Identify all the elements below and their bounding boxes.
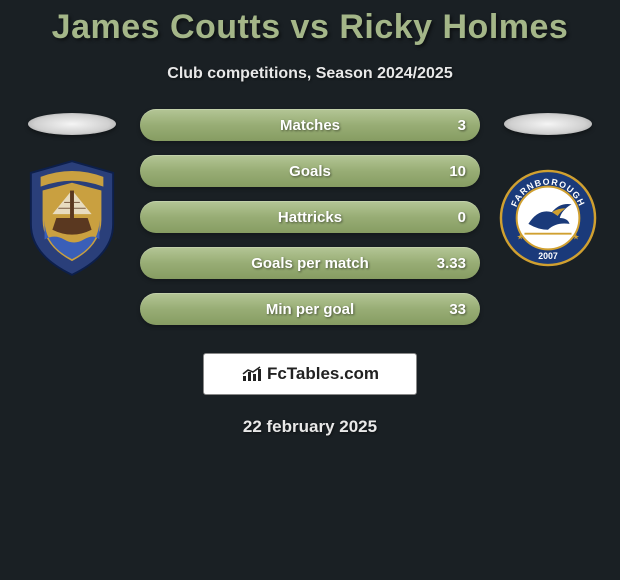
stat-hattricks-value: 0 bbox=[458, 209, 466, 226]
stat-mpg-value: 33 bbox=[449, 301, 466, 318]
stat-matches: Matches 3 bbox=[140, 109, 480, 141]
farnborough-badge-icon: FARNBOROUGH 2007 ★ ★ bbox=[499, 159, 597, 277]
stat-goals-value: 10 bbox=[449, 163, 466, 180]
stats-column: Matches 3 Goals 10 Hattricks 0 Goals per… bbox=[140, 109, 480, 325]
stat-hattricks-label: Hattricks bbox=[140, 209, 480, 226]
date-label: 22 february 2025 bbox=[0, 417, 620, 437]
stat-matches-label: Matches bbox=[140, 117, 480, 134]
svg-text:★: ★ bbox=[517, 233, 524, 242]
left-player-oval bbox=[28, 113, 116, 135]
svg-text:★: ★ bbox=[572, 233, 579, 242]
chart-icon bbox=[241, 365, 263, 383]
stat-gpm-value: 3.33 bbox=[437, 255, 466, 272]
subtitle: Club competitions, Season 2024/2025 bbox=[0, 65, 620, 83]
stat-gpm-label: Goals per match bbox=[140, 255, 480, 272]
svg-text:2007: 2007 bbox=[538, 251, 558, 261]
stat-min-per-goal: Min per goal 33 bbox=[140, 293, 480, 325]
page-title: James Coutts vs Ricky Holmes bbox=[0, 0, 620, 47]
main-row: Matches 3 Goals 10 Hattricks 0 Goals per… bbox=[0, 113, 620, 325]
weymouth-badge-icon bbox=[23, 159, 121, 277]
right-player-col: FARNBOROUGH 2007 ★ ★ bbox=[498, 113, 598, 277]
right-player-oval bbox=[504, 113, 592, 135]
stat-hattricks: Hattricks 0 bbox=[140, 201, 480, 233]
brand-box[interactable]: FcTables.com bbox=[203, 353, 417, 395]
brand-label: FcTables.com bbox=[267, 364, 379, 384]
stat-goals-per-match: Goals per match 3.33 bbox=[140, 247, 480, 279]
stat-goals: Goals 10 bbox=[140, 155, 480, 187]
stat-mpg-label: Min per goal bbox=[140, 301, 480, 318]
stat-matches-value: 3 bbox=[458, 117, 466, 134]
left-player-col bbox=[22, 113, 122, 277]
stat-goals-label: Goals bbox=[140, 163, 480, 180]
